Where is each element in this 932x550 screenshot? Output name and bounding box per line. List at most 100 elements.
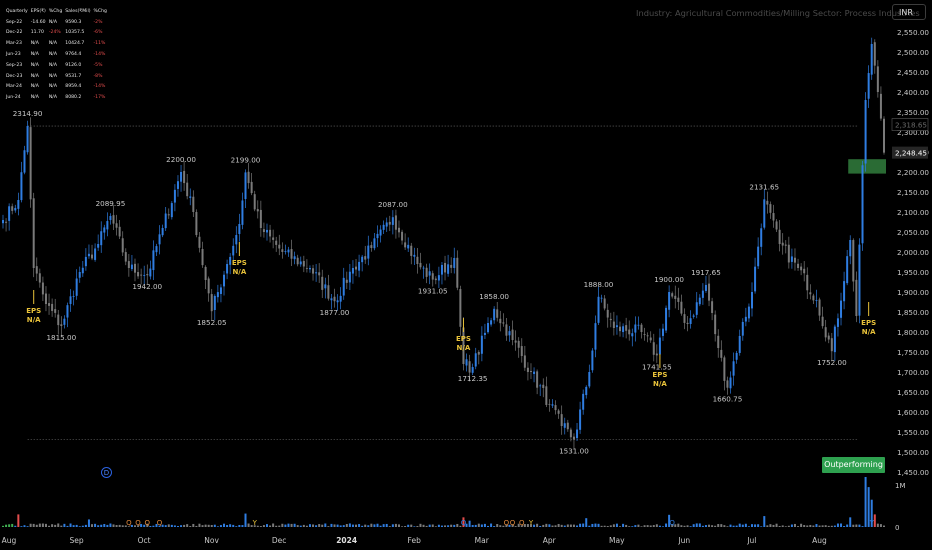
volume-bar <box>720 524 723 527</box>
candle-body <box>852 240 855 282</box>
candle-body <box>106 221 109 230</box>
y-tick-label: 1,800.00 <box>897 328 929 337</box>
candle-body <box>836 318 839 327</box>
volume-bar <box>201 525 204 527</box>
candle-body <box>293 256 296 260</box>
high-price-label: 1858.00 <box>479 292 509 301</box>
candle-body <box>797 263 800 268</box>
candle-body <box>674 295 677 299</box>
volume-bar <box>766 525 769 527</box>
volume-bar <box>170 524 173 527</box>
volume-bar <box>643 525 646 527</box>
candle-body <box>735 352 738 360</box>
volume-bar <box>388 526 391 527</box>
high-price-label: 2087.00 <box>378 200 408 209</box>
candle-body <box>318 272 321 276</box>
high-price-label: 1917.65 <box>691 268 721 277</box>
x-tick-label: Nov <box>204 536 219 545</box>
volume-bar <box>253 525 256 527</box>
candle-body <box>566 422 569 430</box>
eps-marker-label: EPS <box>26 307 41 315</box>
candle-body <box>548 403 551 405</box>
quarterly-eps-chg: N/A <box>48 95 57 101</box>
volume-bar <box>44 523 47 527</box>
event-marker: Y <box>869 519 875 527</box>
currency-button[interactable]: INR <box>892 4 926 20</box>
volume-bar <box>370 523 373 527</box>
y-tick-label: 1,950.00 <box>897 268 929 277</box>
volume-bar <box>351 524 354 527</box>
candle-body <box>115 223 118 228</box>
candle-body <box>247 171 250 184</box>
volume-bar <box>717 524 720 527</box>
volume-bar <box>54 524 57 527</box>
volume-bar <box>674 524 677 527</box>
candle-body <box>576 429 579 439</box>
volume-bar <box>434 526 437 527</box>
candle-body <box>803 268 806 274</box>
volume-bar <box>269 525 272 527</box>
volume-bar <box>180 525 183 527</box>
candle-body <box>873 42 876 66</box>
volume-bar <box>305 525 308 527</box>
volume-bar <box>453 524 456 527</box>
candle-body <box>284 251 287 253</box>
candle-body <box>649 337 652 341</box>
volume-bar <box>883 525 885 527</box>
y-tick-label: 1,750.00 <box>897 348 929 357</box>
candle-body <box>81 267 84 274</box>
volume-bar <box>809 524 812 527</box>
y-tick-label: 1,700.00 <box>897 368 929 377</box>
candle-body <box>315 272 318 274</box>
volume-bar <box>192 523 195 527</box>
candle-body <box>226 264 229 274</box>
candle-body <box>434 278 437 281</box>
volume-bar <box>87 519 90 527</box>
volume-bar <box>597 523 600 527</box>
candle-body <box>704 284 707 291</box>
candle-body <box>615 325 618 328</box>
candle-body <box>490 320 493 325</box>
quarterly-eps: N/A <box>30 95 39 101</box>
volume-bar <box>456 523 459 527</box>
volume-bar <box>726 526 729 527</box>
volume-bar <box>818 525 821 527</box>
volume-bar <box>407 524 410 527</box>
candle-body <box>250 181 253 194</box>
high-price-label: 1888.00 <box>584 280 614 289</box>
candle-body <box>778 229 781 244</box>
candle-body <box>133 263 136 273</box>
candle-body <box>32 198 35 268</box>
volume-bar <box>711 525 714 527</box>
candle-body <box>11 206 14 211</box>
volume-bar <box>769 524 772 527</box>
volume-bar <box>183 524 186 527</box>
volume-bar <box>367 525 370 527</box>
candle-body <box>747 306 750 319</box>
volume-bar <box>232 524 235 527</box>
candle-body <box>640 324 643 332</box>
candle-body <box>425 267 428 277</box>
candle-body <box>646 335 649 337</box>
quarterly-header-eps: EPS(₹) <box>30 8 46 14</box>
candle-body <box>336 300 339 303</box>
candle-body <box>84 256 87 267</box>
candle-body <box>207 278 210 294</box>
candle-body <box>272 237 275 240</box>
dividend-marker[interactable]: D <box>101 467 112 478</box>
candle-body <box>809 292 812 295</box>
y-tick-label: 1,450.00 <box>897 468 929 477</box>
eps-marker-value: N/A <box>27 316 41 324</box>
volume-bar <box>858 524 861 527</box>
table-row: Dec-22 11.70 -24% 10357.5 -6% <box>6 28 110 39</box>
high-price-label: 2314.90 <box>13 109 43 118</box>
candle-body <box>394 215 397 230</box>
candle-body <box>444 262 447 273</box>
volume-bar <box>545 523 548 527</box>
candle-body <box>858 244 861 316</box>
volume-bar <box>447 525 450 527</box>
volume-bar <box>640 526 643 527</box>
candle-body <box>299 261 302 265</box>
candle-body <box>483 332 486 335</box>
